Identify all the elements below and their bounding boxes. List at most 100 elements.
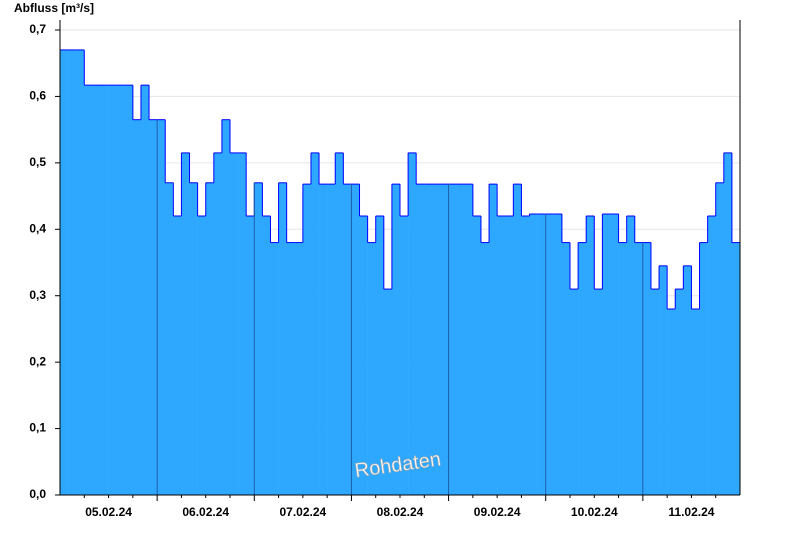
area-step xyxy=(213,152,223,495)
area-step xyxy=(553,214,563,495)
area-step xyxy=(489,184,498,495)
area-step xyxy=(221,119,231,495)
area-step xyxy=(76,49,85,496)
y-tick-label: 0,6 xyxy=(29,89,46,103)
area-step xyxy=(667,309,676,495)
area-step xyxy=(173,216,182,495)
y-tick-label: 0,0 xyxy=(29,487,46,501)
x-tick-label: 08.02.24 xyxy=(377,505,424,519)
area-step xyxy=(343,184,352,495)
area-step xyxy=(60,49,69,496)
area-step xyxy=(165,182,174,496)
area-step xyxy=(230,152,239,495)
area-step xyxy=(327,184,336,495)
area-step xyxy=(68,49,77,496)
area-step xyxy=(723,152,733,495)
x-tick-label: 05.02.24 xyxy=(85,505,132,519)
area-step xyxy=(351,184,360,495)
x-tick-label: 11.02.24 xyxy=(668,505,714,519)
area-step xyxy=(157,119,166,495)
area-step xyxy=(132,119,142,495)
area-step xyxy=(254,182,263,496)
area-step xyxy=(359,216,368,495)
area-step xyxy=(715,182,725,496)
x-tick-label: 09.02.24 xyxy=(474,505,521,519)
area-step xyxy=(100,85,109,495)
area-step xyxy=(707,216,717,495)
area-step xyxy=(408,152,417,495)
area-step xyxy=(262,216,271,495)
area-step xyxy=(513,184,522,495)
area-step xyxy=(181,152,190,495)
area-step xyxy=(586,216,595,495)
area-step xyxy=(367,242,377,495)
area-step xyxy=(659,265,668,495)
area-step xyxy=(205,182,215,496)
y-tick-label: 0,1 xyxy=(29,421,46,435)
area-step xyxy=(286,242,296,495)
area-step xyxy=(448,184,457,495)
area-step xyxy=(594,289,603,495)
area-step xyxy=(505,216,514,495)
area-step xyxy=(529,214,538,495)
area-step xyxy=(634,242,644,495)
area-step xyxy=(650,289,660,495)
y-tick-label: 0,7 xyxy=(29,22,46,36)
area-step xyxy=(675,289,684,495)
y-tick-label: 0,3 xyxy=(29,288,46,302)
area-step xyxy=(416,184,425,495)
area-step xyxy=(561,242,571,495)
area-step xyxy=(424,184,433,495)
x-tick-label: 07.02.24 xyxy=(279,505,326,519)
area-step xyxy=(310,152,320,495)
x-tick-label: 06.02.24 xyxy=(182,505,229,519)
area-step xyxy=(626,216,636,495)
area-step xyxy=(642,242,652,495)
area-step xyxy=(383,289,393,495)
area-step xyxy=(545,214,555,495)
area-step xyxy=(440,184,449,495)
area-step xyxy=(270,242,279,495)
area-step xyxy=(480,242,490,495)
area-step xyxy=(391,184,401,495)
area-step xyxy=(92,85,101,495)
area-step xyxy=(610,214,619,495)
area-step xyxy=(699,242,708,495)
area-step xyxy=(375,216,385,495)
area-step xyxy=(124,85,134,495)
area-step xyxy=(464,184,474,495)
y-tick-label: 0,5 xyxy=(29,155,46,169)
area-step xyxy=(108,85,117,495)
area-step xyxy=(116,85,126,495)
area-step xyxy=(140,85,150,495)
area-step xyxy=(456,184,466,495)
area-step xyxy=(497,216,506,495)
area-step xyxy=(319,184,328,495)
area-step xyxy=(570,289,579,495)
area-step xyxy=(302,184,312,495)
area-step xyxy=(618,242,627,495)
area-step xyxy=(238,152,247,495)
area-step xyxy=(278,182,287,496)
y-tick-label: 0,4 xyxy=(29,221,46,235)
area-step xyxy=(537,214,547,495)
area-step xyxy=(189,182,198,496)
area-step xyxy=(432,184,441,495)
area-step xyxy=(84,85,93,495)
area-step xyxy=(294,242,304,495)
area-step xyxy=(400,216,409,495)
area-step xyxy=(197,216,207,495)
chart-title: Abfluss [m³/s] xyxy=(14,1,94,15)
area-step xyxy=(731,242,741,495)
area-step xyxy=(472,216,482,495)
area-step xyxy=(335,152,344,495)
area-step xyxy=(602,214,611,495)
area-step xyxy=(578,242,587,495)
area-step xyxy=(691,309,700,495)
y-tick-label: 0,2 xyxy=(29,354,46,368)
area-step xyxy=(521,216,530,495)
area-step xyxy=(246,216,255,495)
x-tick-label: 10.02.24 xyxy=(571,505,618,519)
area-step xyxy=(683,265,692,495)
